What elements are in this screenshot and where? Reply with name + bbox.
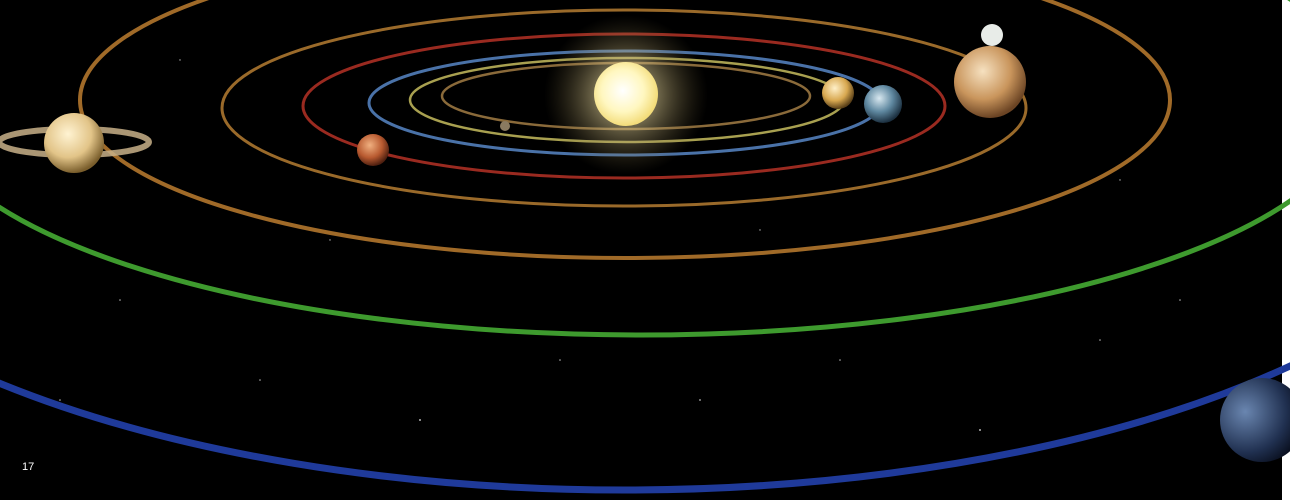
- star: [59, 399, 61, 401]
- saturn: [44, 113, 104, 173]
- star: [979, 429, 981, 431]
- venus: [822, 77, 854, 109]
- star: [419, 419, 421, 421]
- sun: [594, 62, 658, 126]
- jupiter: [954, 46, 1026, 118]
- star: [259, 379, 261, 381]
- saturn-orbit: [78, 0, 1172, 260]
- planets: [0, 15, 1290, 462]
- page-number: 17: [22, 461, 34, 473]
- mercury: [500, 121, 510, 131]
- mars: [357, 134, 389, 166]
- star: [179, 59, 181, 61]
- earth: [864, 85, 902, 123]
- stars: [59, 59, 1181, 431]
- star: [759, 229, 761, 231]
- moon: [981, 24, 1003, 46]
- star: [329, 239, 331, 241]
- star: [1099, 339, 1101, 341]
- star: [1119, 179, 1121, 181]
- star: [839, 359, 841, 361]
- star: [1179, 299, 1181, 301]
- star: [559, 359, 561, 361]
- uranus-orbit: [0, 0, 1290, 338]
- jupiter-orbit: [220, 8, 1028, 208]
- star: [699, 399, 701, 401]
- neptune: [1220, 378, 1290, 462]
- star: [119, 299, 121, 301]
